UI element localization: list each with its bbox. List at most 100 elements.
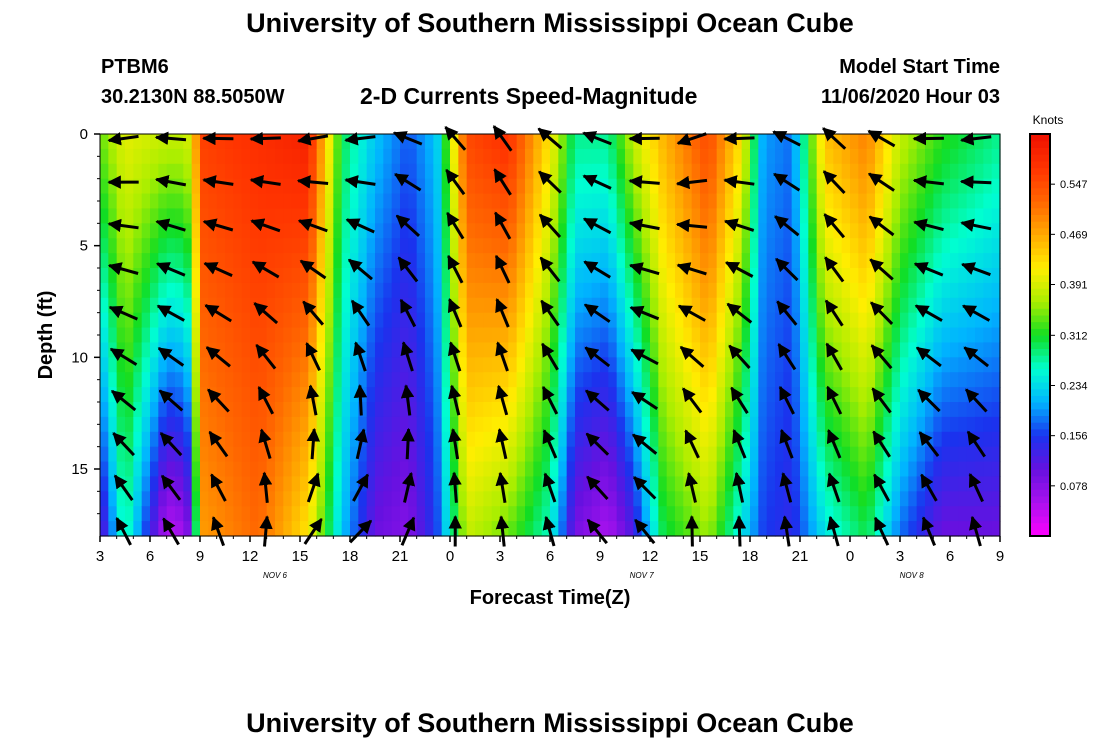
heat-cell: [991, 208, 1001, 224]
heat-cell: [350, 312, 359, 329]
heat-cell: [983, 193, 993, 210]
heat-cell: [366, 446, 376, 463]
colorbar-swatch: [1030, 174, 1050, 182]
heat-cell: [175, 461, 184, 478]
heat-cell: [325, 253, 334, 269]
heat-cell: [158, 506, 168, 522]
heat-cell: [983, 446, 993, 463]
heat-cell: [841, 476, 851, 492]
heat-cell: [458, 312, 468, 329]
colorbar-swatch: [1030, 241, 1050, 249]
heat-cell: [891, 402, 901, 418]
current-arrow: [110, 389, 137, 412]
heat-cell: [200, 238, 209, 254]
heat-cell: [341, 327, 351, 344]
heat-cell: [250, 253, 259, 269]
heat-cell: [991, 178, 1001, 195]
heat-cell: [100, 402, 109, 418]
heat-cell: [950, 491, 959, 507]
colorbar-swatch: [1030, 187, 1050, 195]
heat-cell: [875, 163, 884, 180]
heat-cell: [850, 282, 859, 299]
heat-cell: [783, 208, 793, 224]
heat-cell: [325, 446, 334, 463]
heat-cell: [133, 134, 143, 150]
heat-cell: [591, 238, 601, 254]
heat-cell: [250, 372, 259, 388]
heat-cell: [191, 461, 201, 478]
heat-cell: [558, 312, 568, 329]
heat-cell: [866, 402, 876, 418]
heat-cell: [383, 357, 393, 373]
heat-cell: [758, 148, 768, 165]
heat-cell: [425, 342, 434, 358]
heat-cell: [950, 193, 959, 210]
current-arrow: [583, 260, 611, 279]
colorbar-swatch: [1030, 361, 1050, 370]
heat-cell: [400, 402, 409, 418]
heat-cell: [950, 446, 959, 463]
colorbar-swatch: [1030, 268, 1050, 276]
heat-cell: [325, 461, 334, 478]
heat-cell: [558, 148, 568, 165]
heat-cell: [216, 402, 226, 418]
heat-cell: [483, 253, 493, 269]
heat-cell: [641, 253, 651, 269]
heat-cell: [700, 134, 709, 150]
x-tick-label: 3: [896, 548, 904, 565]
heat-cell: [191, 163, 201, 180]
heat-cell: [116, 163, 126, 180]
current-arrow: [250, 218, 281, 233]
colorbar-swatch: [1030, 160, 1050, 169]
heat-cell: [433, 134, 443, 150]
heat-cell: [158, 312, 168, 329]
heat-cell: [800, 506, 809, 522]
heat-cell: [383, 148, 393, 165]
heat-cell: [575, 297, 584, 314]
heat-cell: [433, 357, 443, 373]
heat-cell: [541, 178, 551, 195]
heat-cell: [916, 208, 926, 224]
heat-cell: [475, 342, 484, 358]
heat-cell: [933, 163, 943, 180]
heat-cell: [416, 416, 426, 433]
heat-cell: [433, 193, 443, 210]
heat-cell: [408, 491, 418, 507]
heat-cell: [891, 387, 901, 403]
heat-cell: [525, 476, 534, 492]
heat-cell: [241, 357, 251, 373]
heat-cell: [891, 178, 901, 195]
heat-cell: [858, 357, 868, 373]
heat-cell: [483, 416, 493, 433]
heat-cell: [675, 461, 684, 478]
heat-cell: [858, 193, 868, 210]
heat-cell: [808, 178, 818, 195]
heat-cell: [983, 327, 993, 344]
heat-cell: [691, 208, 701, 224]
heat-cell: [333, 327, 343, 344]
heat-cell: [916, 327, 926, 344]
heat-cell: [383, 238, 393, 254]
heat-cell: [750, 134, 759, 150]
heat-cell: [375, 416, 384, 433]
heat-cell: [416, 491, 426, 507]
heat-cell: [325, 521, 334, 537]
heat-cell: [508, 327, 518, 344]
heat-cell: [250, 134, 259, 150]
heat-cell: [925, 148, 934, 165]
heat-cell: [791, 208, 801, 224]
heat-cell: [841, 387, 851, 403]
heat-cell: [433, 268, 443, 284]
heat-cell: [541, 402, 551, 418]
heat-cell: [791, 491, 801, 507]
heat-cell: [616, 282, 626, 299]
heat-cell: [533, 506, 543, 522]
heat-cell: [141, 253, 151, 269]
heat-cell: [141, 193, 151, 210]
heat-cell: [750, 491, 759, 507]
heat-cell: [166, 163, 176, 180]
heat-cell: [933, 372, 943, 388]
heat-cell: [483, 208, 493, 224]
heat-cell: [275, 178, 284, 195]
